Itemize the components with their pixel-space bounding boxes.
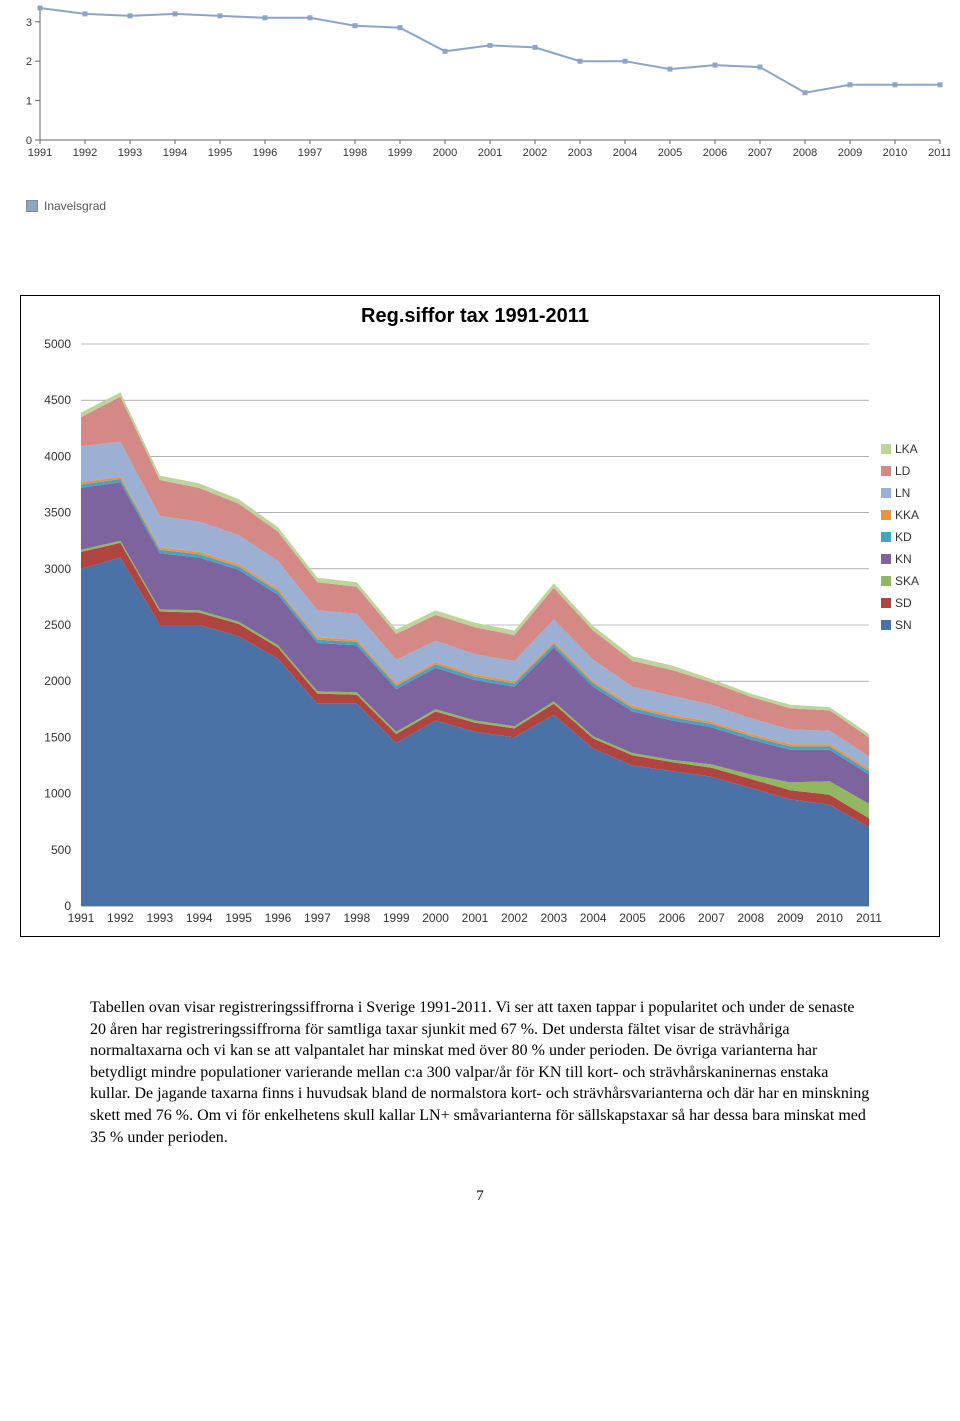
svg-text:1993: 1993 — [118, 147, 142, 159]
svg-text:1: 1 — [26, 96, 32, 108]
svg-text:2003: 2003 — [568, 147, 592, 159]
svg-text:4000: 4000 — [44, 449, 71, 463]
svg-text:1997: 1997 — [298, 147, 322, 159]
svg-text:1992: 1992 — [73, 147, 97, 159]
svg-text:1000: 1000 — [44, 787, 71, 801]
svg-text:2008: 2008 — [793, 147, 817, 159]
svg-text:3500: 3500 — [44, 506, 71, 520]
svg-text:2006: 2006 — [659, 911, 686, 925]
svg-text:2002: 2002 — [523, 147, 547, 159]
svg-text:3: 3 — [26, 17, 32, 29]
svg-text:2008: 2008 — [737, 911, 764, 925]
svg-text:1993: 1993 — [146, 911, 173, 925]
page-number: 7 — [0, 1188, 960, 1205]
svg-text:2007: 2007 — [748, 147, 772, 159]
area-chart-container: Reg.siffor tax 1991-20110500100015002000… — [20, 295, 940, 937]
svg-text:0: 0 — [26, 135, 32, 147]
svg-text:2005: 2005 — [658, 147, 682, 159]
svg-text:2000: 2000 — [433, 147, 457, 159]
area-chart-svg: Reg.siffor tax 1991-20110500100015002000… — [21, 296, 939, 936]
svg-text:1997: 1997 — [304, 911, 331, 925]
svg-text:2001: 2001 — [478, 147, 502, 159]
svg-text:2001: 2001 — [462, 911, 489, 925]
svg-text:1999: 1999 — [388, 147, 412, 159]
svg-text:1998: 1998 — [343, 911, 370, 925]
svg-text:1994: 1994 — [186, 911, 213, 925]
area-chart: Reg.siffor tax 1991-20110500100015002000… — [21, 296, 939, 936]
legend-swatch-inavelsgrad — [26, 200, 38, 212]
svg-text:3000: 3000 — [44, 562, 71, 576]
svg-text:2009: 2009 — [838, 147, 862, 159]
body-paragraph: Tabellen ovan visar registreringssiffror… — [90, 997, 870, 1148]
svg-text:1995: 1995 — [225, 911, 252, 925]
svg-text:2011: 2011 — [856, 911, 882, 925]
svg-text:KKA: KKA — [895, 508, 919, 522]
svg-text:Reg.siffor tax 1991-2011: Reg.siffor tax 1991-2011 — [361, 305, 589, 327]
svg-text:2010: 2010 — [883, 147, 907, 159]
svg-text:1999: 1999 — [383, 911, 410, 925]
svg-text:SD: SD — [895, 596, 912, 610]
svg-text:1995: 1995 — [208, 147, 232, 159]
svg-text:2011: 2011 — [928, 147, 950, 159]
svg-text:1992: 1992 — [107, 911, 134, 925]
svg-text:2009: 2009 — [777, 911, 804, 925]
svg-text:LD: LD — [895, 464, 911, 478]
svg-text:KD: KD — [895, 530, 912, 544]
svg-text:2000: 2000 — [422, 911, 449, 925]
svg-text:2010: 2010 — [816, 911, 843, 925]
line-chart: 0 1 2 3 1991 1992 1993 1994 1995 1996 1997 1998 1999… — [10, 0, 950, 185]
svg-text:1991: 1991 — [28, 147, 52, 159]
svg-text:2: 2 — [26, 56, 32, 68]
svg-text:SN: SN — [895, 618, 912, 632]
svg-text:5000: 5000 — [44, 337, 71, 351]
svg-text:2500: 2500 — [44, 618, 71, 632]
line-chart-svg: 0 1 2 3 1991 1992 1993 1994 1995 1996 1997 1998 1999… — [10, 0, 950, 190]
svg-text:2002: 2002 — [501, 911, 528, 925]
svg-text:SKA: SKA — [895, 574, 919, 588]
svg-text:4500: 4500 — [44, 393, 71, 407]
svg-text:1996: 1996 — [253, 147, 277, 159]
svg-text:1998: 1998 — [343, 147, 367, 159]
svg-text:1996: 1996 — [265, 911, 292, 925]
svg-text:LN: LN — [895, 486, 910, 500]
svg-text:2006: 2006 — [703, 147, 727, 159]
svg-text:2000: 2000 — [44, 674, 71, 688]
svg-text:2005: 2005 — [619, 911, 646, 925]
svg-text:LKA: LKA — [895, 442, 918, 456]
svg-text:1500: 1500 — [44, 730, 71, 744]
line-chart-legend: Inavelsgrad — [26, 199, 950, 213]
svg-text:2003: 2003 — [540, 911, 567, 925]
svg-text:500: 500 — [51, 843, 71, 857]
svg-text:KN: KN — [895, 552, 912, 566]
svg-text:1994: 1994 — [163, 147, 187, 159]
svg-text:2007: 2007 — [698, 911, 725, 925]
svg-text:2004: 2004 — [580, 911, 607, 925]
svg-text:2004: 2004 — [613, 147, 637, 159]
svg-text:1991: 1991 — [68, 911, 95, 925]
legend-label-inavelsgrad: Inavelsgrad — [44, 199, 106, 213]
